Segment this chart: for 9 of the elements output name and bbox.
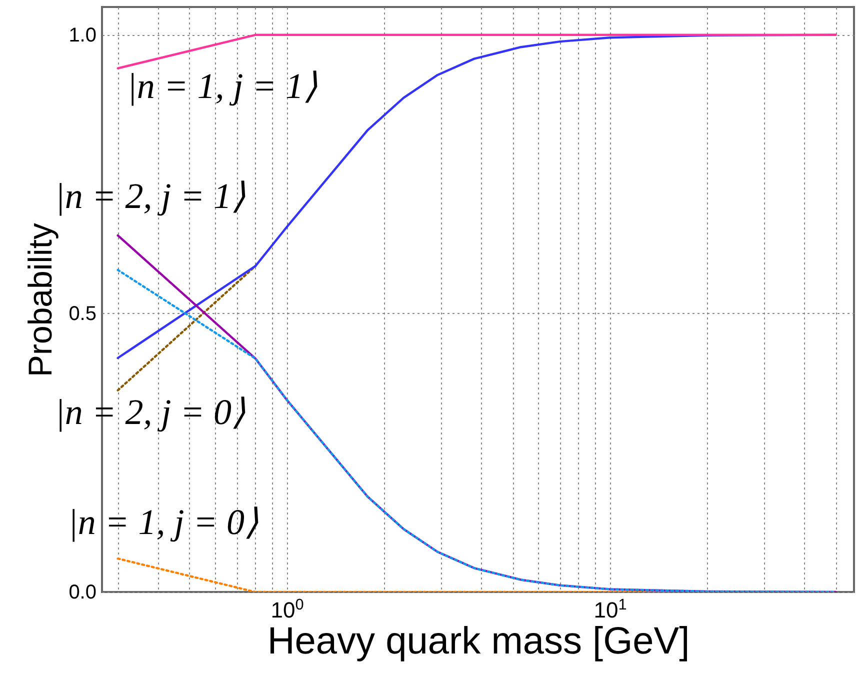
x-axis-title: Heavy quark mass [GeV] <box>267 620 690 662</box>
annotation: |n = 1, j = 0⟩ <box>68 502 258 542</box>
y-tick-label: 1.0 <box>68 24 96 46</box>
y-axis-title: Probability <box>22 222 59 378</box>
x-tick-label: 10$^{1}$ <box>594 596 627 622</box>
annotation: |n = 1, j = 1⟩ <box>127 66 318 106</box>
y-tick-label: 0.0 <box>68 582 96 604</box>
x-tick-label: 10$^{0}$ <box>270 596 304 622</box>
y-tick-label: 0.5 <box>68 302 96 325</box>
